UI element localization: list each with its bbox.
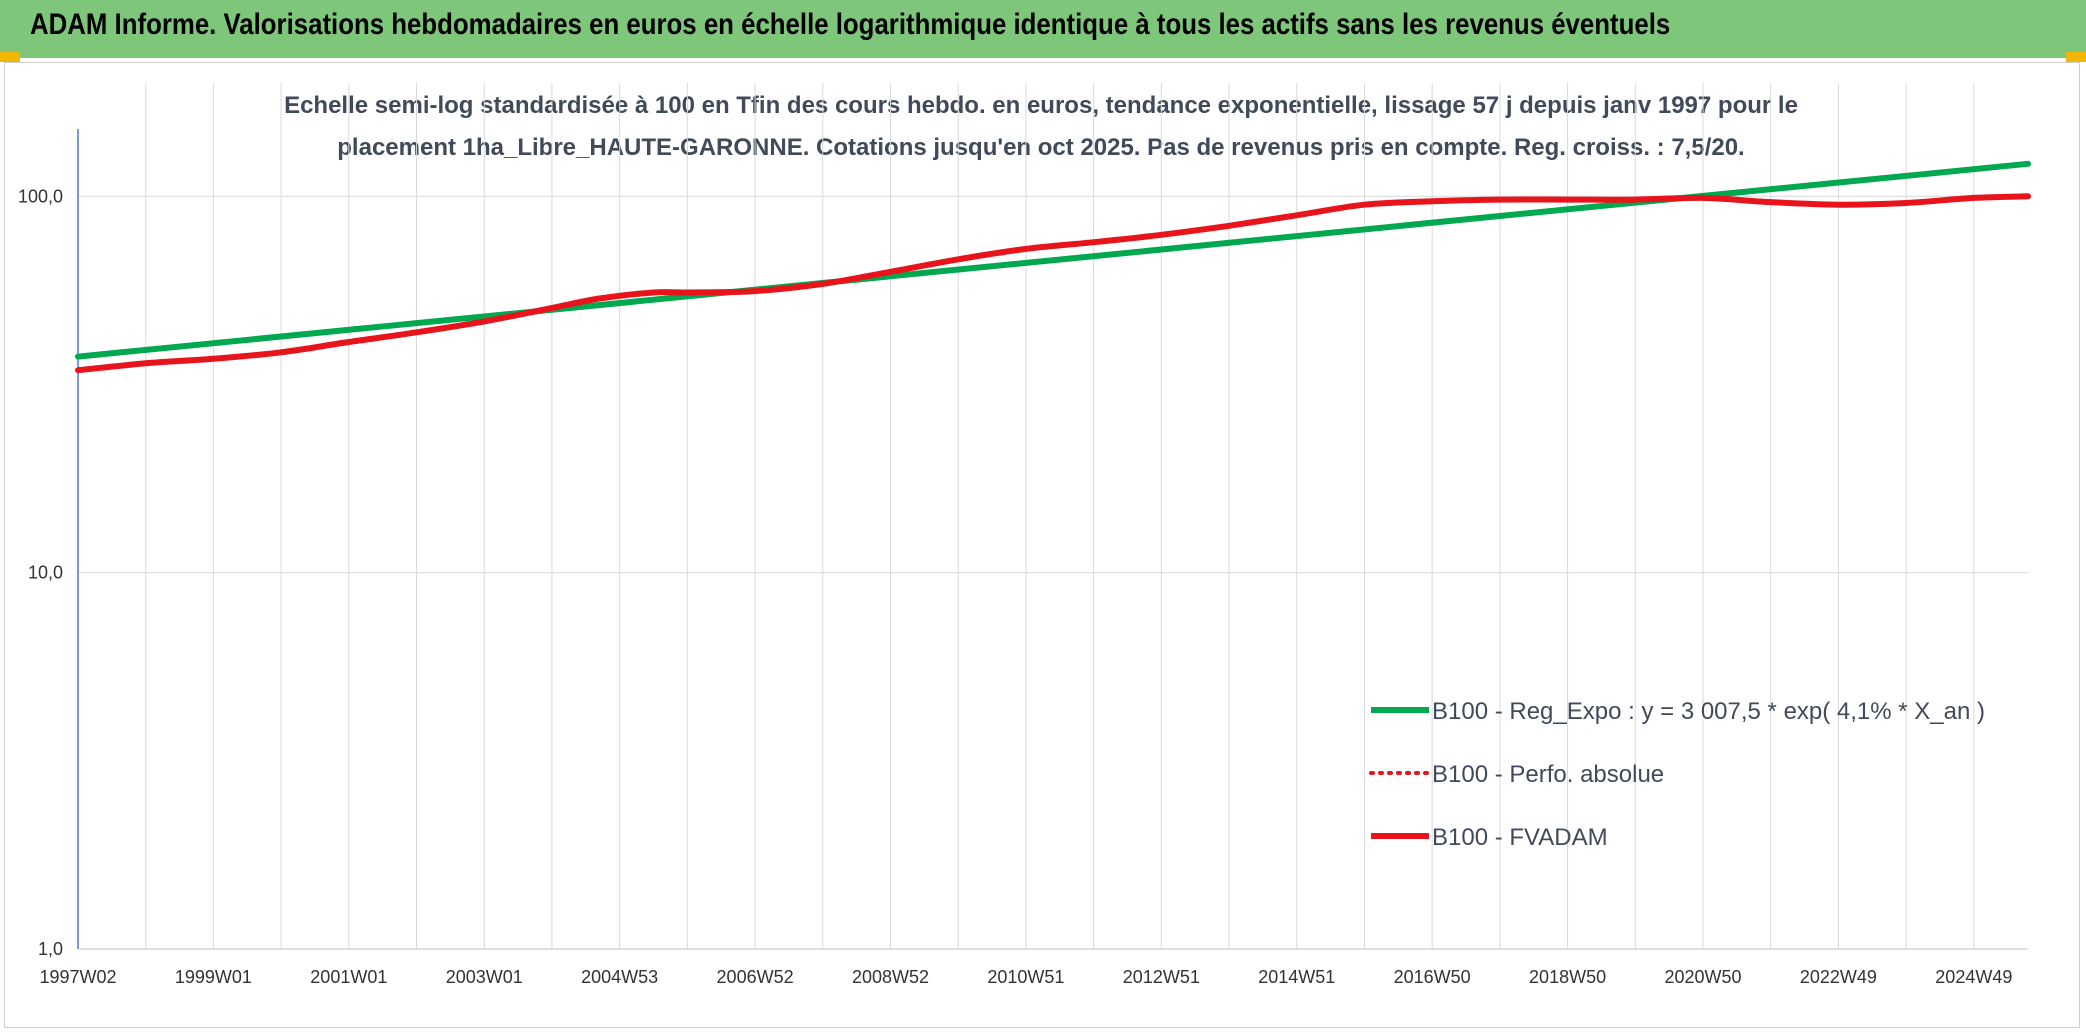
x-tick-label: 2008W52: [852, 967, 929, 987]
x-tick-label: 2003W01: [446, 967, 523, 987]
x-tick-label: 2024W49: [1935, 967, 2012, 987]
page-title: ADAM Informe. Valorisations hebdomadaire…: [30, 8, 1671, 41]
x-tick-label: 2012W51: [1123, 967, 1200, 987]
x-tick-label: 2004W53: [581, 967, 658, 987]
chart-title: Echelle semi-log standardisée à 100 en T…: [284, 92, 1798, 161]
y-tick-label: 10,0: [28, 563, 63, 583]
x-tick-label: 1997W02: [39, 967, 116, 987]
gridlines: [78, 83, 2028, 949]
chart: Echelle semi-log standardisée à 100 en T…: [18, 83, 2031, 987]
x-tick-label: 2014W51: [1258, 967, 1335, 987]
x-tick-label: 2010W51: [987, 967, 1064, 987]
corner-accent-left: [0, 52, 20, 62]
chart-title-line: placement 1ha_Libre_HAUTE-GARONNE. Cotat…: [337, 134, 1744, 161]
corner-accent-right: [2066, 52, 2086, 62]
header-bar: ADAM Informe. Valorisations hebdomadaire…: [0, 0, 2086, 58]
series-line-reg-expo: [75, 160, 2031, 360]
x-tick-label: 2022W49: [1800, 967, 1877, 987]
series: [75, 160, 2031, 374]
chart-frame: Echelle semi-log standardisée à 100 en T…: [4, 62, 2080, 1028]
legend-label: B100 - FVADAM: [1432, 824, 1608, 851]
x-tick-label: 2020W50: [1664, 967, 1741, 987]
x-tick-label: 2006W52: [717, 967, 794, 987]
x-tick-label: 2018W50: [1529, 967, 1606, 987]
legend-label: B100 - Reg_Expo : y = 3 007,5 * exp( 4,1…: [1432, 698, 1985, 725]
x-tick-label: 1999W01: [175, 967, 252, 987]
chart-title-line: Echelle semi-log standardisée à 100 en T…: [284, 92, 1798, 119]
x-tick-label: 2016W50: [1394, 967, 1471, 987]
legend: B100 - Reg_Expo : y = 3 007,5 * exp( 4,1…: [1369, 698, 1985, 851]
x-tick-label: 2001W01: [310, 967, 387, 987]
axes: 1,0 10,0 100,0 1997W02 1999W01 2001W01 2003W01…: [18, 129, 2028, 987]
y-tick-label: 100,0: [18, 186, 63, 206]
y-tick-label: 1,0: [38, 939, 63, 959]
legend-label: B100 - Perfo. absolue: [1432, 761, 1664, 788]
series-line-fvadam: [75, 193, 2031, 374]
